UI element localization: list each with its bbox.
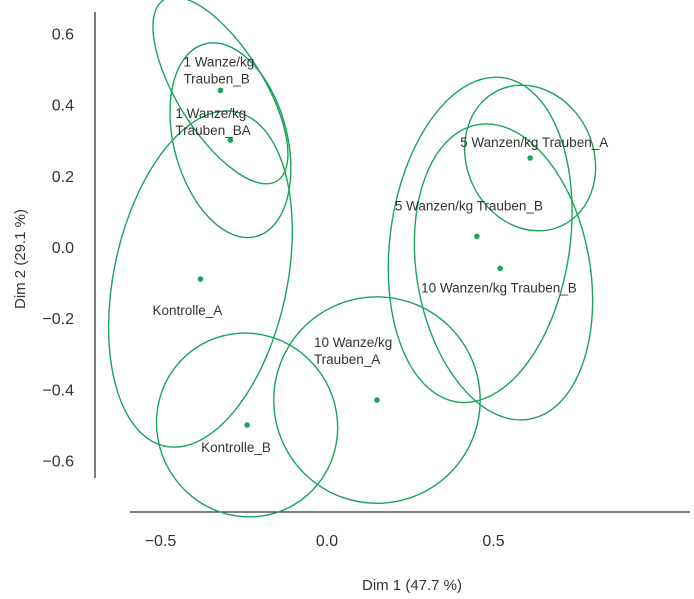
group-label: 1 Wanze/kg bbox=[183, 54, 254, 69]
y-tick-label: 0.0 bbox=[52, 240, 74, 257]
x-tick-label: 0.5 bbox=[482, 533, 504, 550]
group-label: 10 Wanze/kg bbox=[314, 335, 392, 350]
group-label: Kontrolle_B bbox=[201, 440, 271, 455]
confidence-ellipse bbox=[152, 0, 289, 185]
group-point bbox=[374, 397, 380, 403]
group-point bbox=[474, 233, 480, 240]
confidence-ellipse bbox=[413, 123, 594, 421]
group-label: 1 Wanze/kg bbox=[175, 106, 246, 121]
group-point bbox=[217, 87, 224, 94]
group-point bbox=[497, 265, 503, 272]
x-tick-label: 0.0 bbox=[316, 533, 338, 550]
group-point bbox=[227, 137, 234, 143]
group-point bbox=[244, 422, 250, 428]
group-label: Kontrolle_A bbox=[152, 303, 222, 318]
confidence-ellipses bbox=[107, 0, 597, 518]
y-tick-label: 0.4 bbox=[52, 98, 74, 115]
group-point bbox=[527, 155, 533, 161]
x-tick-labels: −0.5 0.0 0.5 bbox=[145, 533, 505, 550]
confidence-ellipse bbox=[155, 332, 339, 518]
group-point bbox=[197, 276, 204, 282]
group-points bbox=[197, 87, 533, 428]
confidence-ellipse bbox=[273, 296, 481, 505]
confidence-ellipse bbox=[107, 110, 293, 448]
confidence-ellipse bbox=[463, 84, 597, 232]
y-tick-label: −0.6 bbox=[42, 454, 74, 471]
y-tick-label: 0.6 bbox=[52, 26, 74, 43]
group-labels: 1 Wanze/kg Trauben_B 1 Wanze/kg Trauben_BA K… bbox=[152, 54, 608, 455]
y-axis-title: Dim 2 (29.1 %) bbox=[12, 209, 29, 309]
group-label: Trauben_A bbox=[314, 352, 380, 367]
y-tick-label: −0.2 bbox=[42, 311, 74, 328]
y-tick-labels: 0.6 0.4 0.2 0.0 −0.2 −0.4 −0.6 bbox=[42, 26, 74, 470]
confidence-ellipse bbox=[169, 42, 292, 239]
group-label: 5 Wanzen/kg Trauben_A bbox=[460, 135, 608, 150]
group-label: 5 Wanzen/kg Trauben_B bbox=[395, 198, 543, 213]
y-tick-label: −0.4 bbox=[42, 382, 74, 399]
group-label: 10 Wanzen/kg Trauben_B bbox=[421, 280, 577, 295]
y-tick-label: 0.2 bbox=[52, 169, 74, 186]
confidence-ellipse bbox=[387, 76, 573, 404]
x-axis-title: Dim 1 (47.7 %) bbox=[362, 577, 462, 594]
group-label: Trauben_BA bbox=[175, 123, 250, 138]
x-tick-label: −0.5 bbox=[145, 533, 177, 550]
group-label: Trauben_B bbox=[183, 71, 249, 86]
